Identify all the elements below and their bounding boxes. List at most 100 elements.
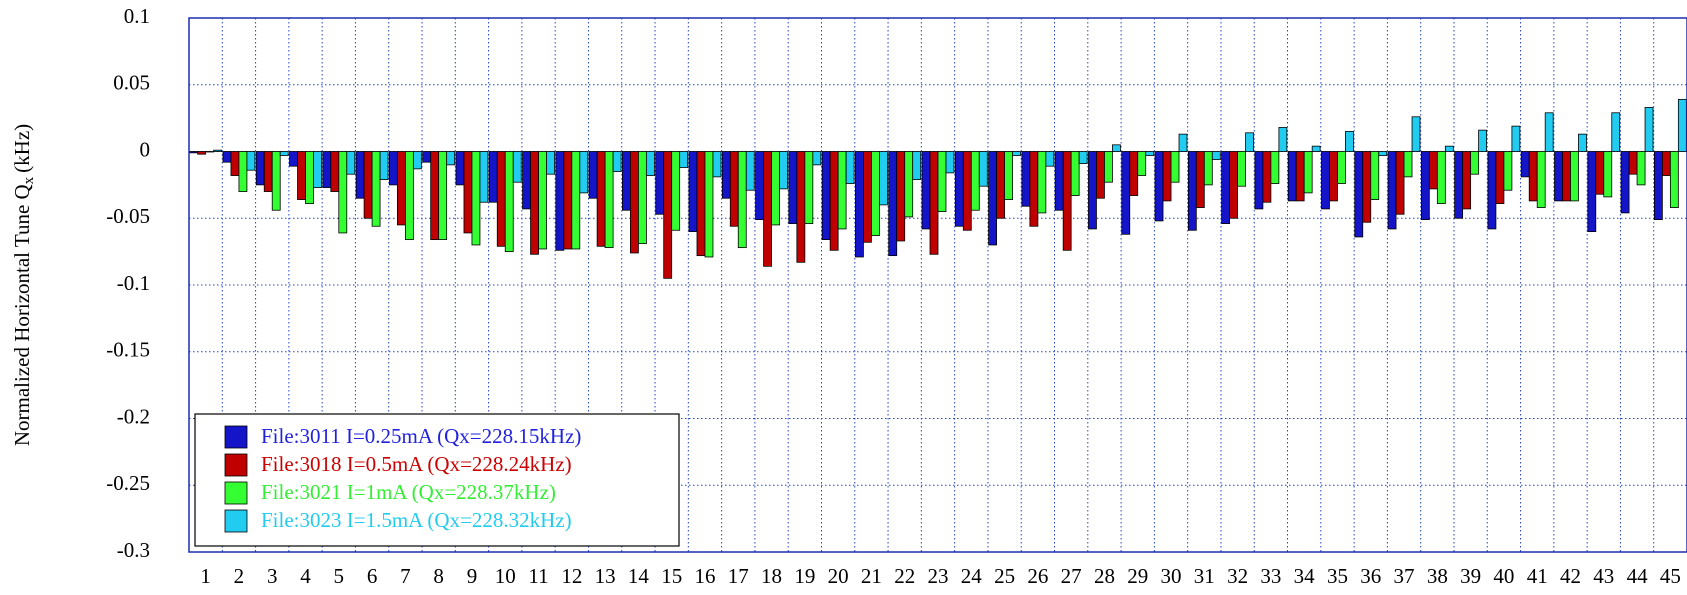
bar xyxy=(230,151,240,176)
bar xyxy=(1211,151,1221,160)
bar xyxy=(355,151,365,199)
bar xyxy=(863,151,872,243)
bar xyxy=(563,151,573,250)
x-tick-label: 8 xyxy=(433,564,444,588)
bar xyxy=(1570,151,1579,202)
bar xyxy=(696,151,706,257)
bar xyxy=(1096,151,1105,199)
bar xyxy=(271,151,281,211)
bar xyxy=(745,151,755,191)
y-tick-label: -0.05 xyxy=(106,204,150,228)
bar xyxy=(988,151,997,246)
x-tick-label: 40 xyxy=(1493,564,1514,588)
legend-label: File:3021 I=1mA (Qx=228.37kHz) xyxy=(261,480,556,504)
legend-swatch xyxy=(224,425,248,449)
x-tick-label: 23 xyxy=(928,564,949,588)
bar xyxy=(1536,151,1546,208)
x-tick-label: 4 xyxy=(300,564,311,588)
y-axis-label: Normalized Horizontal Tune Qx (kHz) xyxy=(10,124,38,446)
x-tick-label: 30 xyxy=(1161,564,1182,588)
bar xyxy=(504,151,514,253)
bar xyxy=(779,151,788,190)
bar xyxy=(1121,151,1131,235)
bar xyxy=(1329,151,1338,202)
bar xyxy=(912,151,922,180)
bar xyxy=(1595,151,1605,195)
legend: File:3011 I=0.25mA (Qx=228.15kHz) File:30… xyxy=(194,413,680,547)
bar xyxy=(538,151,547,250)
bar xyxy=(1170,151,1180,183)
plot-frame xyxy=(188,17,1687,553)
bar xyxy=(246,151,256,171)
bar xyxy=(396,151,406,226)
bar xyxy=(837,151,847,230)
bar xyxy=(1137,151,1147,176)
y-tick-label: -0.2 xyxy=(117,404,150,428)
bar xyxy=(213,149,223,152)
bar xyxy=(438,151,448,241)
bar xyxy=(1587,151,1597,232)
bar xyxy=(954,151,964,227)
bar xyxy=(755,151,764,220)
bar xyxy=(821,151,831,241)
bar xyxy=(712,151,722,178)
bar xyxy=(729,151,739,227)
bar xyxy=(1644,107,1654,152)
bar xyxy=(630,151,639,254)
bar xyxy=(1677,99,1687,152)
bar xyxy=(1487,151,1497,230)
bar xyxy=(1070,151,1080,196)
x-tick-label: 45 xyxy=(1660,564,1681,588)
bar xyxy=(655,151,665,215)
bar xyxy=(530,151,539,255)
bar xyxy=(1029,151,1039,227)
x-tick-label: 29 xyxy=(1127,564,1148,588)
bar xyxy=(904,151,914,218)
bar xyxy=(1395,151,1405,215)
x-tick-label: 34 xyxy=(1294,564,1316,588)
bar xyxy=(1511,125,1521,152)
bar xyxy=(1470,151,1480,175)
bar xyxy=(1054,151,1064,211)
bar xyxy=(1112,144,1121,152)
bar xyxy=(788,151,798,224)
bar xyxy=(1337,151,1346,184)
bar xyxy=(1237,151,1246,187)
bar xyxy=(463,151,473,234)
bar xyxy=(512,151,522,183)
bar xyxy=(1104,151,1113,183)
bar xyxy=(1603,151,1613,198)
bar xyxy=(1295,151,1305,202)
x-tick-label: 5 xyxy=(334,564,345,588)
bar xyxy=(313,151,322,188)
bar xyxy=(1478,129,1488,152)
bar xyxy=(1428,151,1438,190)
legend-swatch xyxy=(224,453,248,477)
y-tick-label: 0.1 xyxy=(124,4,150,28)
bar xyxy=(1436,151,1446,204)
bar xyxy=(412,151,422,170)
bar xyxy=(1303,151,1313,194)
x-tick-label: 2 xyxy=(234,564,245,588)
bar xyxy=(546,151,555,175)
bar xyxy=(1037,151,1047,214)
x-tick-label: 9 xyxy=(467,564,478,588)
bar xyxy=(1162,151,1172,202)
bar xyxy=(1245,132,1254,152)
x-tick-label: 33 xyxy=(1260,564,1281,588)
bar xyxy=(338,151,348,234)
bar xyxy=(845,151,855,184)
bar xyxy=(322,151,332,188)
bar xyxy=(330,151,340,192)
bar xyxy=(1229,151,1239,219)
bar xyxy=(522,151,531,210)
x-tick-label: 25 xyxy=(994,564,1015,588)
bar xyxy=(1578,133,1587,152)
bar xyxy=(1354,151,1364,238)
x-tick-label: 6 xyxy=(367,564,378,588)
bar xyxy=(1495,151,1505,204)
bar xyxy=(1628,151,1638,175)
x-tick-label: 38 xyxy=(1427,564,1448,588)
x-tick-label: 19 xyxy=(794,564,815,588)
x-tick-label: 43 xyxy=(1593,564,1614,588)
